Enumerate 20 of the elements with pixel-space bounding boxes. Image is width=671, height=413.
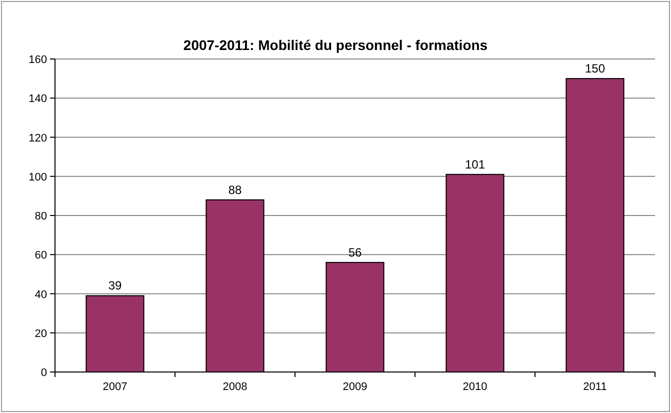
y-tick-label: 120: [28, 132, 47, 144]
data-label: 150: [584, 62, 606, 76]
data-label: 88: [228, 182, 242, 197]
y-tick-label: 100: [28, 171, 47, 184]
y-tick-label: 80: [34, 210, 47, 222]
y-tick-label: 40: [34, 288, 47, 301]
x-tick-label: 2009: [342, 381, 368, 393]
y-tick-label: 60: [34, 250, 47, 262]
x-tick-label: 2011: [583, 381, 607, 393]
x-tick-label: 2007: [102, 381, 128, 393]
y-tick-label: 160: [28, 54, 47, 66]
x-tick-label: 2010: [462, 381, 488, 393]
chart-title: 2007-2011: Mobilité du personnel - formations: [183, 37, 488, 53]
y-tick-label: 0: [40, 367, 47, 379]
data-label: 39: [108, 278, 122, 293]
data-label: 101: [464, 157, 486, 172]
y-tick-label: 20: [34, 328, 47, 340]
x-tick-label: 2008: [222, 381, 248, 393]
y-tick-label: 140: [28, 93, 47, 106]
data-label: 56: [348, 245, 362, 260]
